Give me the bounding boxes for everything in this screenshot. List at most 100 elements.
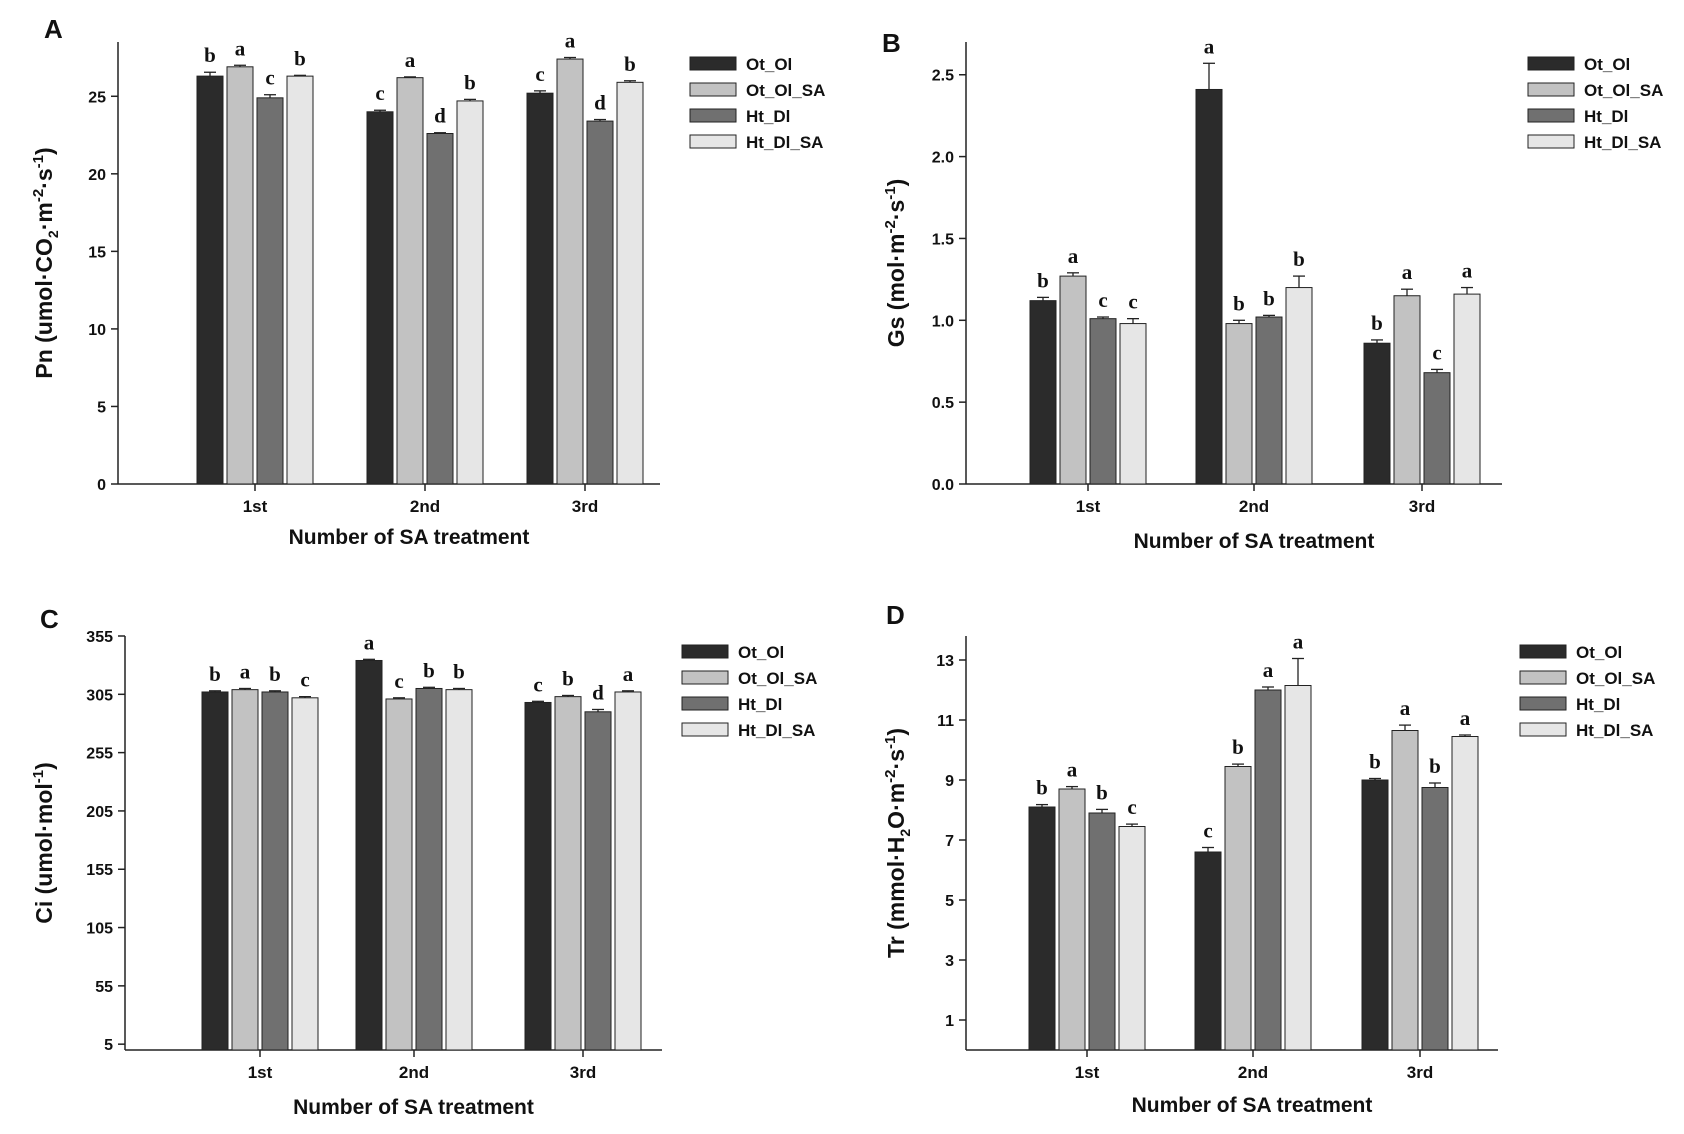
significance-letter: b bbox=[1371, 311, 1383, 335]
bar-ot-ol-sa bbox=[1225, 323, 1253, 485]
legend-label: Ot_Ol bbox=[738, 643, 784, 662]
y-axis-label-part: -2 bbox=[30, 189, 47, 202]
legend-swatch-ht-dl bbox=[681, 696, 729, 711]
y-axis-label-part: ) bbox=[31, 762, 57, 770]
y-axis-label-part: -1 bbox=[30, 155, 47, 168]
y-tick-label: 55 bbox=[95, 979, 113, 996]
legend-swatch-ot-ol-sa bbox=[1519, 670, 1567, 685]
bar-ht-dl bbox=[415, 687, 443, 1051]
bar-ot-ol-sa bbox=[1224, 766, 1252, 1051]
y-axis-label-part: Gs (mol·m bbox=[883, 234, 909, 348]
bar-ht-dl-sa bbox=[1118, 826, 1146, 1051]
bar-ot-ol-sa bbox=[226, 66, 254, 485]
y-axis-label-part: ) bbox=[883, 728, 909, 736]
legend-swatch-ot-ol bbox=[1527, 56, 1575, 71]
significance-letter: b bbox=[1263, 286, 1275, 310]
legend-swatch-ot-ol bbox=[1519, 644, 1567, 659]
significance-letter: d bbox=[434, 104, 446, 128]
legend-label: Ht_Dl bbox=[1584, 107, 1628, 126]
legend-swatch-ht-dl bbox=[1527, 108, 1575, 123]
bar-ht-dl bbox=[1255, 316, 1283, 485]
bar-ht-dl-sa bbox=[291, 697, 319, 1051]
significance-letter: b bbox=[1429, 754, 1441, 778]
bar-ht-dl bbox=[1254, 689, 1282, 1051]
legend-label: Ht_Dl bbox=[746, 107, 790, 126]
y-tick-label: 5 bbox=[945, 893, 954, 910]
y-tick-label: 205 bbox=[86, 804, 113, 821]
bar-ot-ol bbox=[355, 659, 383, 1051]
bar-ht-dl-sa bbox=[1284, 685, 1312, 1051]
legend-label: Ot_Ol bbox=[746, 55, 792, 74]
bar-ht-dl bbox=[261, 691, 289, 1051]
y-axis-label-part: Ci (umol·mol bbox=[31, 783, 57, 924]
legend-swatch-ht-dl-sa bbox=[681, 722, 729, 737]
y-tick-label: 9 bbox=[945, 773, 954, 790]
y-tick-label: 155 bbox=[86, 862, 113, 879]
significance-letter: a bbox=[1460, 706, 1471, 730]
y-axis-label-part: ·m bbox=[31, 202, 57, 230]
significance-letter: c bbox=[533, 672, 542, 696]
significance-letter: a bbox=[1067, 758, 1078, 782]
y-axis-label-part: -2 bbox=[882, 769, 899, 782]
y-axis-label-part: ·s bbox=[31, 168, 57, 188]
x-tick-label: 1st bbox=[243, 497, 268, 516]
bar-ht-dl bbox=[256, 97, 284, 485]
significance-letter: a bbox=[1293, 630, 1304, 654]
bar-ot-ol bbox=[201, 691, 229, 1051]
significance-letter: d bbox=[594, 91, 606, 115]
bar-ht-dl-sa bbox=[1285, 287, 1313, 485]
bar-ht-dl-sa bbox=[1119, 323, 1147, 485]
bar-ht-dl-sa bbox=[1451, 736, 1479, 1051]
x-tick-label: 1st bbox=[248, 1063, 273, 1082]
x-tick-label: 3rd bbox=[1409, 497, 1435, 516]
legend-swatch-ot-ol bbox=[689, 56, 737, 71]
bar-ot-ol bbox=[196, 75, 224, 485]
significance-letter: a bbox=[1402, 260, 1413, 284]
y-axis-label-part: 2 bbox=[897, 829, 913, 837]
significance-letter: a bbox=[623, 662, 634, 686]
y-tick-label: 11 bbox=[937, 713, 954, 730]
bar-ht-dl bbox=[1421, 787, 1449, 1051]
y-axis-label-part: ) bbox=[31, 147, 57, 155]
x-tick-label: 1st bbox=[1075, 1063, 1100, 1082]
y-axis-label-part: -1 bbox=[30, 770, 47, 783]
bar-ht-dl-sa bbox=[445, 689, 473, 1051]
y-tick-label: 0.0 bbox=[932, 477, 954, 494]
y-axis-label-part: -1 bbox=[882, 736, 899, 749]
x-tick-label: 3rd bbox=[1407, 1063, 1433, 1082]
significance-letter: d bbox=[592, 680, 604, 704]
significance-letter: c bbox=[394, 669, 403, 693]
significance-letter: b bbox=[1037, 268, 1049, 292]
y-tick-label: 5 bbox=[97, 399, 106, 416]
bar-ot-ol-sa bbox=[1059, 275, 1087, 485]
significance-letter: c bbox=[1203, 819, 1212, 843]
y-tick-label: 13 bbox=[936, 653, 954, 670]
bar-ot-ol-sa bbox=[396, 77, 424, 485]
x-tick-label: 2nd bbox=[410, 497, 440, 516]
legend-label: Ht_Dl bbox=[738, 695, 782, 714]
significance-letter: a bbox=[240, 659, 251, 683]
x-axis-label: Number of SA treatment bbox=[289, 526, 530, 549]
significance-letter: b bbox=[1369, 750, 1381, 774]
y-tick-label: 0.5 bbox=[932, 395, 954, 412]
y-axis-label: Pn (umol·CO2·m-2·s-1) bbox=[30, 147, 61, 378]
x-axis-label: Number of SA treatment bbox=[1134, 530, 1375, 553]
significance-letter: c bbox=[300, 668, 309, 692]
bar-ht-dl bbox=[586, 120, 614, 485]
legend-swatch-ot-ol-sa bbox=[689, 82, 737, 97]
y-tick-label: 105 bbox=[86, 921, 113, 938]
x-tick-label: 3rd bbox=[572, 497, 598, 516]
y-tick-label: 3 bbox=[945, 953, 954, 970]
legend-label: Ht_Dl_SA bbox=[746, 133, 823, 152]
bar-ot-ol-sa bbox=[1393, 295, 1421, 485]
bar-ht-dl bbox=[1089, 318, 1117, 485]
y-tick-label: 2.5 bbox=[932, 68, 954, 85]
y-axis-label: Tr (mmol·H2O·m-2·s-1) bbox=[882, 728, 913, 958]
bar-ht-dl-sa bbox=[614, 691, 642, 1051]
y-tick-label: 1 bbox=[945, 1013, 954, 1030]
significance-letter: c bbox=[1432, 340, 1441, 364]
bar-ot-ol-sa bbox=[1058, 788, 1086, 1051]
